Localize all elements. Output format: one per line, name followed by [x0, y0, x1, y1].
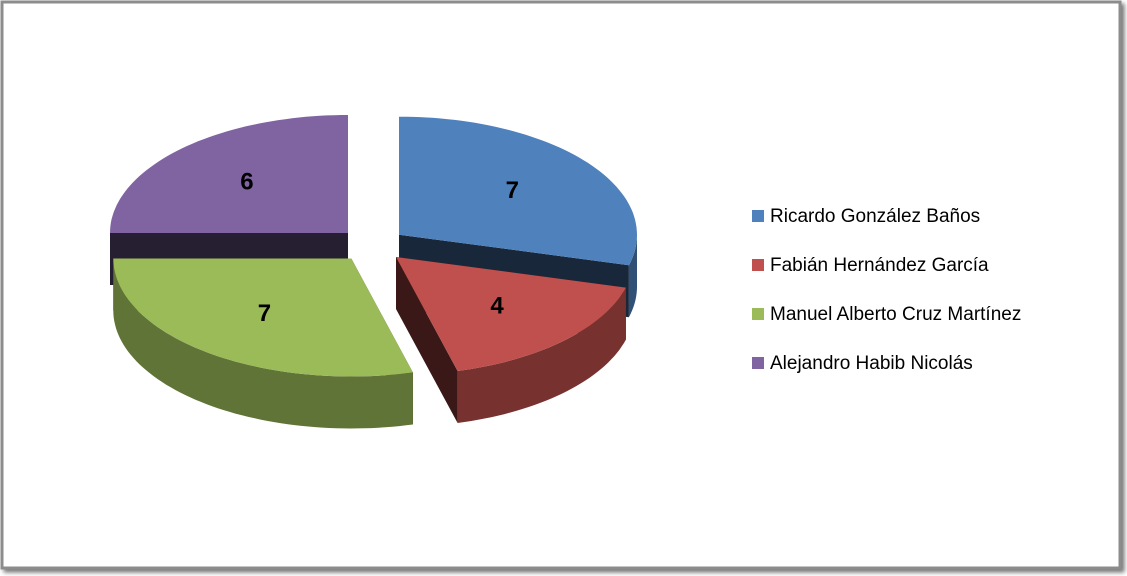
legend-label: Alejandro Habib Nicolás [770, 353, 973, 374]
slice [396, 257, 626, 371]
legend-label: Manuel Alberto Cruz Martínez [770, 304, 1021, 325]
legend-swatch [752, 357, 764, 369]
legend-label: Ricardo González Baños [770, 206, 980, 227]
data-label: 7 [506, 177, 519, 204]
slice-wall [628, 234, 637, 318]
legend-swatch [752, 259, 764, 271]
slice [110, 115, 348, 233]
legend-swatch [752, 308, 764, 320]
data-label: 4 [490, 292, 504, 319]
slice-wall [113, 258, 413, 429]
data-label: 7 [258, 300, 271, 327]
slice-side [396, 257, 458, 423]
slice [113, 258, 413, 377]
slice [399, 116, 637, 266]
legend-swatch [752, 210, 764, 222]
slice-wall [457, 287, 626, 423]
data-label: 6 [240, 168, 253, 195]
legend-label: Fabián Hernández García [770, 255, 989, 276]
